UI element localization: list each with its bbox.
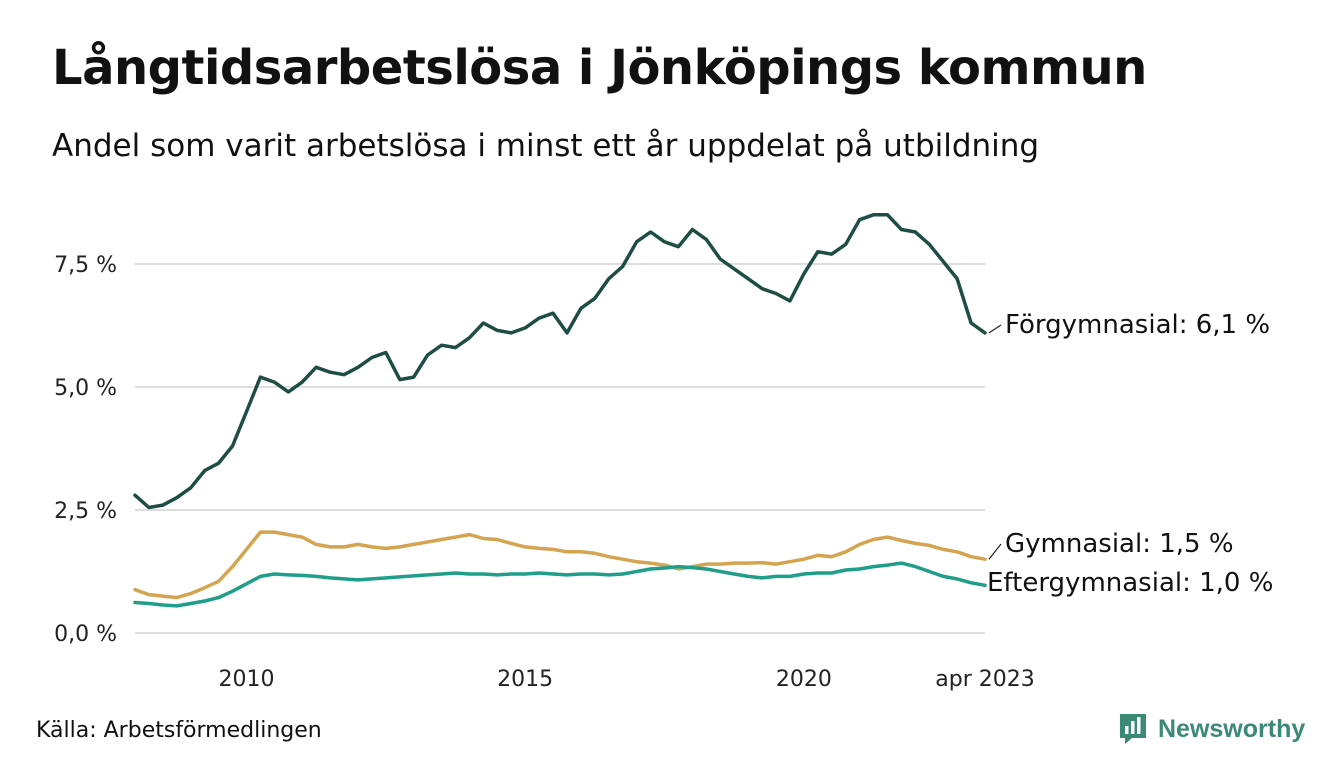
x-tick-label: 2015: [497, 667, 553, 692]
series-lines: [133, 213, 987, 608]
grid-lines: [135, 262, 985, 634]
brand-name: Newsworthy: [1158, 714, 1306, 743]
end-label-connector: [988, 324, 1002, 334]
chart-title: Långtidsarbetslösa i Jönköpings kommun: [52, 40, 1147, 96]
y-tick-label: 5,0 %: [54, 376, 117, 401]
series-line-förgymnasial: [133, 213, 987, 510]
brand[interactable]: Newsworthy: [1118, 712, 1305, 746]
series-line-gymnasial: [133, 530, 987, 600]
series-end-labels: Förgymnasial: 6,1 % Gymnasial: 1,5 % Efter…: [987, 310, 1273, 598]
y-tick-label: 0,0 %: [54, 622, 117, 647]
y-tick-label: 7,5 %: [54, 253, 117, 278]
end-label-connector: [988, 543, 1002, 560]
y-axis-tick-labels: 0,0 % 2,5 % 5,0 % 7,5 %: [54, 253, 117, 647]
newsworthy-logo-icon: [1120, 714, 1146, 744]
x-axis-tick-labels: 2010 2015 2020 apr 2023: [218, 667, 1034, 692]
series-end-label: Eftergymnasial: 1,0 %: [987, 568, 1273, 598]
series-line-eftergymnasial: [133, 561, 987, 608]
x-tick-label: 2010: [218, 667, 274, 692]
x-tick-label: apr 2023: [935, 667, 1034, 692]
y-tick-label: 2,5 %: [54, 499, 117, 524]
series-end-label: Förgymnasial: 6,1 %: [1005, 310, 1270, 340]
chart-subtitle: Andel som varit arbetslösa i minst ett å…: [52, 128, 1040, 164]
source-note: Källa: Arbetsförmedlingen: [36, 718, 322, 743]
series-end-label: Gymnasial: 1,5 %: [1005, 529, 1234, 559]
x-tick-label: 2020: [776, 667, 832, 692]
